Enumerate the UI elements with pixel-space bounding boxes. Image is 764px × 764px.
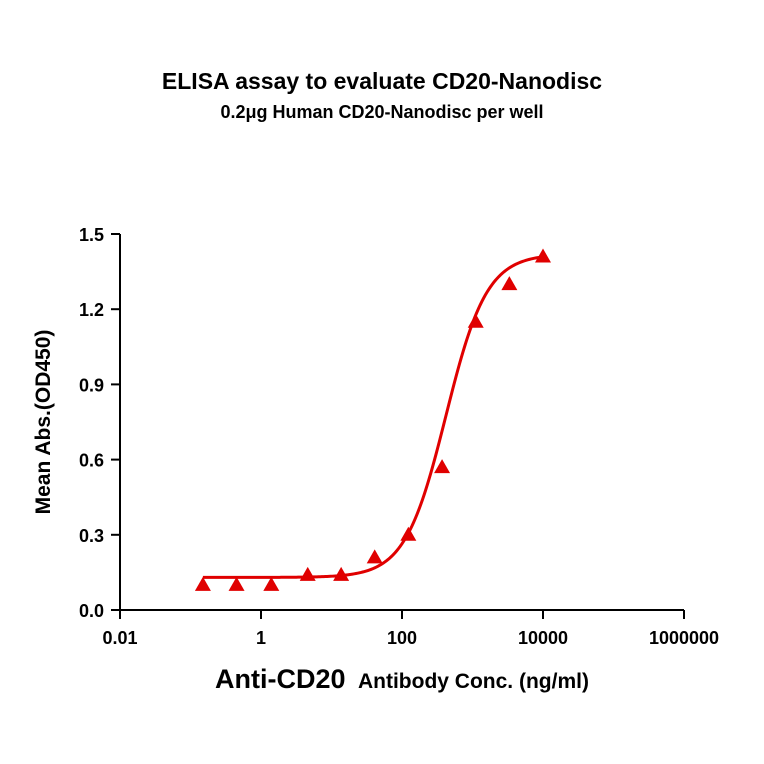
ticks: 0.0 0.3 0.6 0.9 1.2 1.5 0.01 1 100 10000 1000000 (79, 225, 719, 648)
y-tick-label: 0.6 (79, 451, 104, 471)
x-axis-label: Anti-CD20 Antibody Conc. (ng/ml) (215, 664, 589, 694)
x-tick-label: 100 (387, 628, 417, 648)
data-point-triangle (467, 313, 484, 328)
data-point-triangle (366, 549, 383, 564)
y-tick-label: 0.3 (79, 526, 104, 546)
data-points (194, 248, 551, 591)
y-tick-label: 0.0 (79, 601, 104, 621)
data-point-triangle (535, 248, 551, 263)
y-tick-label: 1.2 (79, 300, 104, 320)
y-tick-label: 1.5 (79, 225, 104, 245)
data-point-triangle (194, 576, 211, 591)
data-point-triangle (400, 526, 417, 541)
data-point-triangle (228, 576, 245, 591)
data-point-triangle (299, 566, 316, 581)
axes (119, 234, 684, 611)
x-tick-label: 0.01 (102, 628, 137, 648)
data-point-triangle (501, 276, 518, 291)
x-tick-label: 1 (256, 628, 266, 648)
x-tick-label: 10000 (518, 628, 568, 648)
data-point-triangle (263, 576, 280, 591)
y-axis-label: Mean Abs.(OD450) (32, 330, 55, 515)
x-axis-label-rest: Antibody Conc. (ng/ml) (358, 670, 589, 693)
data-point-triangle (434, 459, 451, 474)
chart-title: ELISA assay to evaluate CD20-Nanodisc (161, 68, 603, 94)
x-tick-label: 1000000 (649, 628, 719, 648)
data-point-triangle (333, 566, 350, 581)
chart-subtitle: 0.2μg Human CD20-Nanodisc per well (220, 102, 544, 122)
x-axis-label-main: Anti-CD20 (215, 664, 346, 694)
fit-curve (202, 255, 544, 579)
y-tick-label: 0.9 (79, 375, 104, 395)
